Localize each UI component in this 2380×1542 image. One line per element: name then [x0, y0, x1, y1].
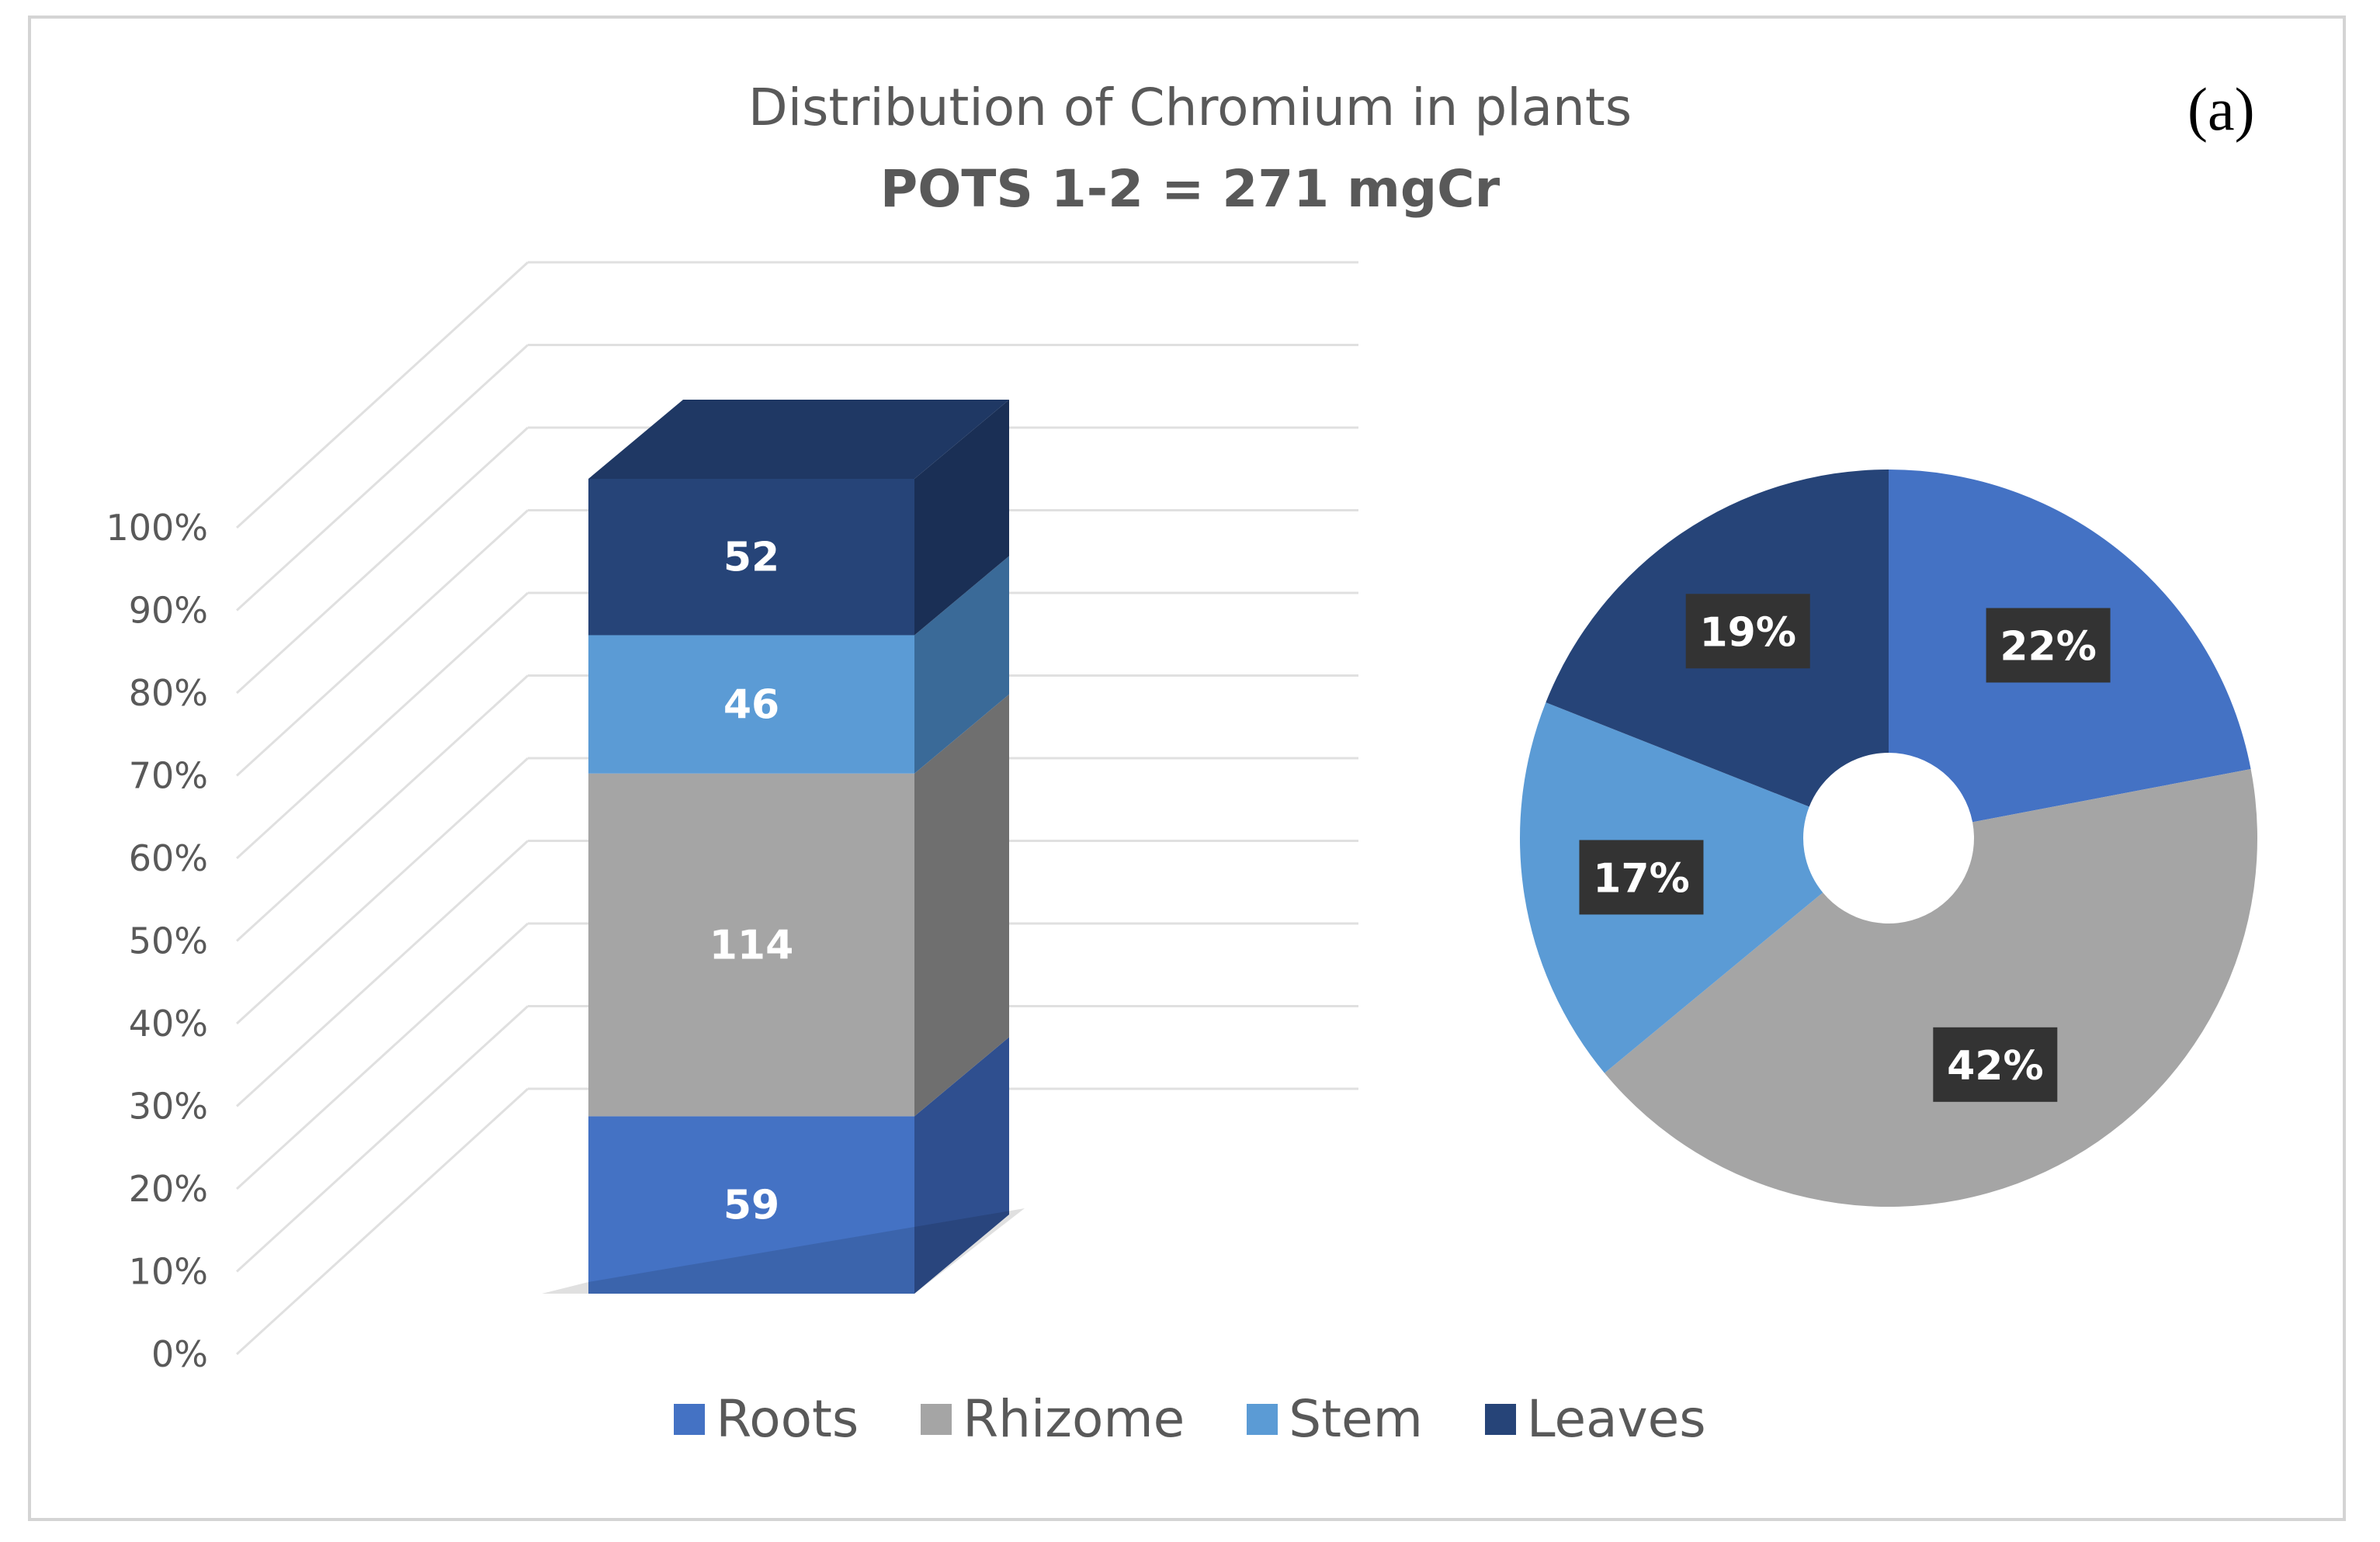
- gridline-diagonal-100-: [235, 261, 529, 529]
- legend-label-stem: Stem: [1289, 1389, 1423, 1449]
- legend-item-roots: Roots: [674, 1389, 859, 1449]
- y-tick-label: 90%: [129, 590, 208, 632]
- gridline-diagonal-80-: [235, 426, 529, 695]
- gridline-diagonal-10-: [235, 1005, 529, 1273]
- pie-label-rhizome: 42%: [1947, 1043, 2043, 1090]
- y-tick-label: 70%: [129, 755, 208, 797]
- gridline-diagonal-0-: [235, 1087, 529, 1356]
- y-tick-label: 60%: [129, 837, 208, 879]
- gridline-diagonal-30-: [235, 840, 529, 1107]
- y-tick-label: 50%: [129, 920, 208, 962]
- legend-label-roots: Roots: [716, 1389, 859, 1449]
- pie-label-box-stem: [1579, 840, 1704, 915]
- legend-label-leaves: Leaves: [1526, 1389, 1706, 1449]
- pie-label-leaves: 19%: [1699, 609, 1795, 656]
- legend-swatch-leaves: [1484, 1403, 1516, 1435]
- pie-slice-rhizome: [1605, 768, 2257, 1207]
- data-label-rhizome: 114: [709, 923, 794, 969]
- bar-top-leaves: [588, 400, 1009, 479]
- legend-label-rhizome: Rhizome: [963, 1389, 1185, 1449]
- legend: Roots Rhizome Stem Leaves: [0, 1389, 2380, 1449]
- stacked-bar: 59 114 46 52: [542, 400, 1025, 1294]
- bar-side-leaves: [914, 400, 1009, 636]
- legend-swatch-stem: [1247, 1403, 1278, 1435]
- bar-side-stem: [914, 556, 1009, 774]
- y-tick-label: 30%: [129, 1086, 208, 1128]
- y-tick-label: 10%: [129, 1251, 208, 1293]
- legend-item-stem: Stem: [1247, 1389, 1423, 1449]
- gridline-diagonal-90-: [235, 344, 529, 612]
- y-tick-label: 40%: [129, 1003, 208, 1045]
- donut-chart: 22% 42% 17% 19%: [1520, 470, 2257, 1207]
- panel-label: (a): [2187, 75, 2255, 143]
- chart-title: Distribution of Chromium in plants: [748, 78, 1632, 137]
- legend-swatch-roots: [674, 1403, 706, 1435]
- bar-shadow: [542, 1208, 1025, 1294]
- gridline-diagonal-20-: [235, 922, 529, 1190]
- gridline-diagonal-60-: [235, 591, 529, 860]
- chart-subtitle: POTS 1-2 = 271 mgCr: [879, 159, 1501, 219]
- bar-side-roots: [914, 1037, 1009, 1294]
- data-label-roots: 59: [723, 1183, 779, 1229]
- bar-segment-roots: [588, 1116, 914, 1294]
- bar-segment-leaves: [588, 479, 914, 636]
- legend-item-rhizome: Rhizome: [921, 1389, 1185, 1449]
- pie-label-roots: 22%: [2000, 624, 2096, 671]
- legend-item-leaves: Leaves: [1484, 1389, 1706, 1449]
- gridline-diagonal-70-: [235, 509, 529, 777]
- legend-swatch-rhizome: [921, 1403, 952, 1435]
- data-label-leaves: 52: [723, 535, 779, 581]
- data-label-stem: 46: [723, 682, 779, 729]
- gridline-diagonal-50-: [235, 674, 529, 942]
- bar-segment-stem: [588, 635, 914, 774]
- y-tick-label: 20%: [129, 1168, 208, 1210]
- bar-side-rhizome: [914, 694, 1009, 1117]
- y-tick-label: 80%: [129, 672, 208, 714]
- pie-label-box-rhizome: [1933, 1027, 2058, 1102]
- gridline-diagonal-40-: [235, 757, 529, 1025]
- pie-label-box-roots: [1986, 608, 2111, 683]
- bar-segment-rhizome: [588, 773, 914, 1117]
- pie-label-box-leaves: [1685, 594, 1810, 669]
- pie-label-stem: 17%: [1593, 855, 1689, 902]
- y-tick-label: 0%: [151, 1333, 208, 1375]
- y-tick-label: 100%: [106, 507, 208, 549]
